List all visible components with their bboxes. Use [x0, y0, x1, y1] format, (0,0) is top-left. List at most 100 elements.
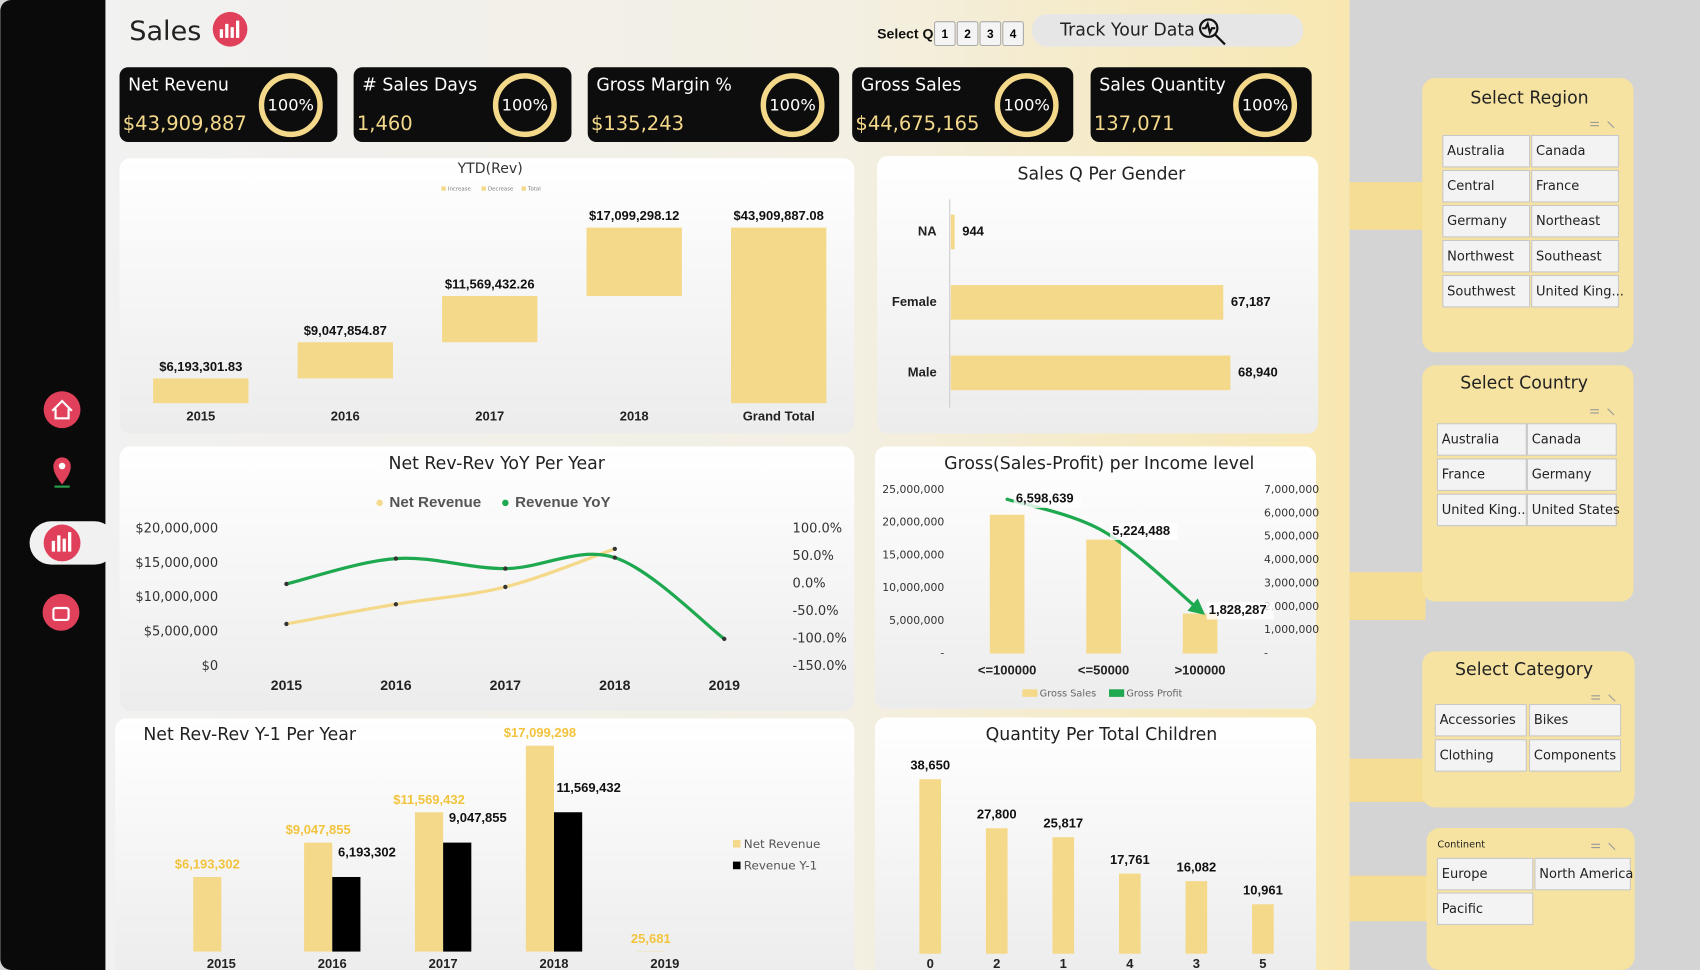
value-label: $9,047,854.87 [304, 323, 387, 338]
bar [1086, 539, 1121, 654]
bar [1182, 613, 1218, 654]
y2-tick-label: - [1264, 647, 1268, 660]
y-tick-label: 20,000,000 [882, 516, 944, 529]
x-tick-label: Grand Total [743, 409, 815, 424]
slicer-item[interactable] [1442, 239, 1531, 273]
label-bg [1110, 522, 1178, 541]
point [393, 602, 399, 607]
slicer-item[interactable] [1529, 739, 1622, 772]
label-bg [1206, 602, 1274, 620]
slicer-title: Continent [1437, 839, 1485, 850]
slicer-item[interactable] [1436, 423, 1527, 456]
value-label: 25,817 [1043, 816, 1083, 831]
slicer-item-label: Bikes [1534, 713, 1569, 728]
bar [586, 227, 682, 296]
slicer-item[interactable] [1442, 134, 1531, 168]
value-label: $9,047,855 [286, 822, 351, 837]
slicer-item[interactable] [1531, 169, 1619, 203]
point [284, 581, 289, 587]
slicer-item[interactable] [1442, 204, 1531, 238]
value-label: $17,099,298.12 [589, 208, 679, 223]
slicer-item[interactable] [1436, 857, 1534, 891]
slicer-item[interactable] [1529, 703, 1622, 737]
bar [730, 227, 827, 404]
x-tick-label: 2018 [540, 956, 569, 970]
bar [919, 779, 942, 954]
chart-panel [874, 717, 1317, 970]
bar [414, 812, 444, 952]
y-tick-label: 10,000,000 [882, 581, 944, 594]
bar [443, 842, 472, 952]
slicer-title: Select Region [1470, 89, 1588, 109]
y-tick-label: $10,000,000 [135, 590, 218, 605]
slicer-item-label: Germany [1532, 468, 1592, 483]
y-tick-label: 25,000,000 [882, 483, 944, 496]
y2-tick-label: 4,000,000 [1264, 553, 1319, 566]
slicer-item[interactable] [1531, 204, 1619, 238]
slicer-item[interactable] [1436, 493, 1527, 527]
slicer-item[interactable] [1436, 892, 1534, 926]
sales-icon[interactable] [43, 524, 81, 562]
slicer-item[interactable] [1531, 239, 1619, 273]
x-tick-label: 1 [1060, 956, 1067, 970]
home-icon[interactable] [43, 391, 81, 429]
slicer-item[interactable] [1442, 169, 1531, 203]
slicer-item-label: Clothing [1440, 748, 1494, 763]
x-tick-label: 2016 [380, 677, 411, 693]
slicer-item[interactable] [1434, 703, 1527, 737]
y-tick-label: - [940, 647, 944, 660]
value-label: 16,082 [1176, 860, 1216, 875]
map-icon[interactable] [53, 457, 71, 485]
slicer-item-label: Components [1534, 748, 1616, 763]
point [393, 556, 399, 561]
bar [950, 214, 955, 250]
slicer-item[interactable] [1531, 274, 1619, 308]
slicer-item[interactable] [1534, 857, 1631, 891]
chart-title: Quantity Per Total Children [986, 725, 1218, 745]
chart-title: Gross(Sales-Profit) per Income level [944, 454, 1254, 474]
slicer-item[interactable] [1531, 134, 1619, 168]
slicer-item-label: Canada [1532, 433, 1581, 448]
value-label: $17,099,298 [504, 725, 576, 740]
point [1198, 609, 1202, 613]
slicer-item[interactable] [1526, 423, 1617, 456]
quarter-button[interactable] [956, 21, 979, 47]
chart-panel [119, 446, 855, 711]
slicer-item-label: United States [1532, 503, 1620, 518]
legend-swatch [732, 861, 741, 870]
slicer-item[interactable] [1526, 458, 1617, 491]
quarter-button[interactable] [1002, 21, 1024, 47]
slicer-item[interactable] [1436, 458, 1527, 491]
y2-tick-label: 0.0% [793, 576, 826, 591]
quarter-button[interactable] [933, 21, 956, 47]
value-label: 5,224,488 [1112, 523, 1170, 538]
slicer-item-label: Pacific [1442, 902, 1483, 917]
y2-tick-label: -100.0% [793, 632, 847, 647]
y2-tick-label: 100.0% [793, 521, 843, 536]
slicer-item[interactable] [1526, 493, 1617, 527]
legend-label: Net Revenue [744, 837, 821, 851]
kpi-ring [492, 73, 557, 138]
bar [442, 295, 538, 343]
legend-label: Net Revenue [389, 494, 481, 511]
kpi-label: Net Revenu [128, 76, 229, 96]
kpi-value: $44,675,165 [855, 112, 979, 135]
legend-label: Decrease [488, 187, 514, 193]
bag-icon[interactable] [42, 593, 80, 631]
track-box[interactable] [1032, 14, 1304, 47]
quarter-button[interactable] [979, 21, 1002, 47]
slicer-item[interactable] [1434, 739, 1527, 772]
slicer-item-label: Europe [1442, 867, 1488, 882]
bar [297, 342, 393, 379]
y2-tick-label: 50.0% [793, 549, 834, 564]
chart-title: Net Rev-Rev Y-1 Per Year [143, 725, 357, 745]
legend-marker [502, 499, 509, 507]
value-label: 6,193,302 [338, 845, 396, 860]
slicer-item-label: Canada [1536, 144, 1585, 159]
slicer-item[interactable] [1442, 274, 1531, 308]
title-glyph [219, 20, 240, 38]
kpi-percent: 100% [268, 96, 314, 115]
legend-label: Gross Sales [1040, 689, 1097, 700]
y-tick-label: NA [918, 223, 937, 238]
